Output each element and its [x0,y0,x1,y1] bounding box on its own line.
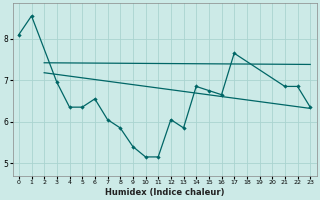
X-axis label: Humidex (Indice chaleur): Humidex (Indice chaleur) [105,188,224,197]
